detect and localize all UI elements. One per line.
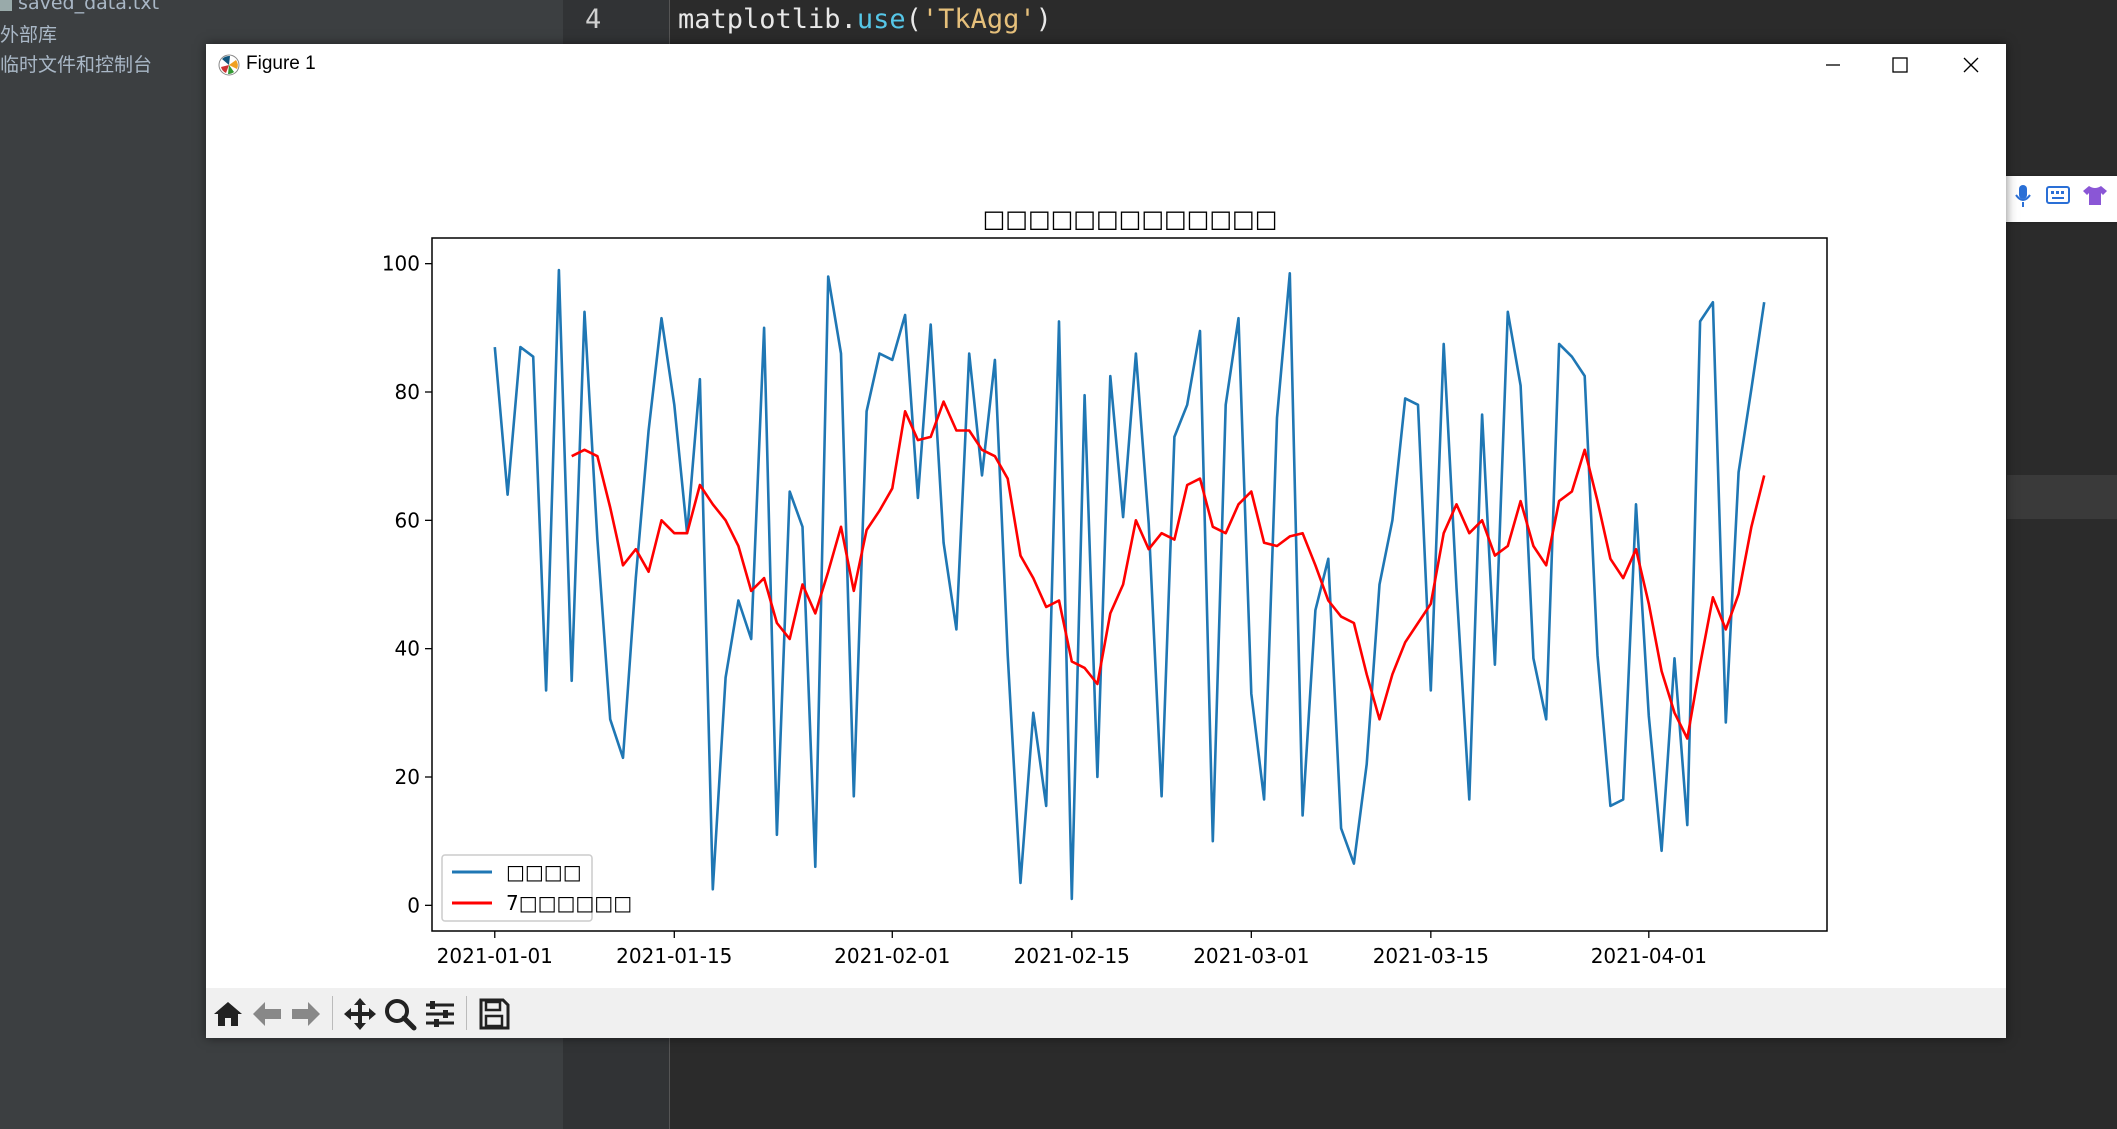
code-line[interactable]: matplotlib.use('TkAgg'): [678, 4, 1052, 35]
y-tick-label: 100: [382, 252, 420, 276]
tree-item-label: 外部库: [0, 24, 58, 46]
code-dot: .: [840, 4, 857, 35]
legend-label-rolling: 7□□□□□□: [506, 891, 632, 915]
text-file-icon: [0, 0, 12, 11]
figure-window: Figure 1 □□□□□□□□□□□□□ 0 20 40 60 80 100 2021…: [206, 44, 2006, 1038]
x-tick-label: 2021-02-15: [1014, 944, 1130, 968]
plot-axes-frame: [431, 237, 1828, 932]
x-tick-label: 2021-04-01: [1591, 944, 1707, 968]
x-axis: 2021-01-01 2021-01-15 2021-02-01 2021-02-15…: [437, 931, 1707, 968]
tree-item-scratches-consoles[interactable]: 临时文件和控制台: [0, 50, 152, 77]
series-group: [493, 268, 1766, 901]
close-icon: [1963, 57, 1979, 73]
pan-move-icon: [344, 998, 376, 1030]
code-paren-open: (: [905, 4, 922, 35]
keyboard-icon[interactable]: [2046, 184, 2070, 212]
x-tick-label: 2021-01-01: [437, 944, 553, 968]
file-label: saved_data.txt: [18, 0, 160, 14]
minimize-button[interactable]: [1800, 44, 1864, 86]
maximize-icon: [1892, 57, 1908, 73]
x-tick-label: 2021-03-01: [1193, 944, 1309, 968]
forward-button[interactable]: [288, 996, 324, 1032]
mic-icon[interactable]: [2014, 184, 2032, 214]
tree-item-external-libraries[interactable]: 外部库: [0, 20, 57, 47]
back-button[interactable]: [249, 996, 285, 1032]
configure-subplots-icon: [426, 1001, 454, 1027]
maximize-button[interactable]: [1868, 44, 1932, 86]
home-icon: [214, 1002, 242, 1026]
pan-button[interactable]: [342, 996, 378, 1032]
close-button[interactable]: [1938, 44, 2002, 86]
x-tick-label: 2021-03-15: [1373, 944, 1489, 968]
y-tick-label: 80: [395, 380, 420, 404]
file-item-saved-data[interactable]: saved_data.txt: [0, 0, 159, 14]
code-function: use: [856, 4, 906, 35]
x-tick-label: 2021-02-01: [834, 944, 950, 968]
zoom-button[interactable]: [382, 996, 418, 1032]
save-button[interactable]: [476, 996, 512, 1032]
tree-item-label: 临时文件和控制台: [0, 54, 153, 76]
toolbar-separator: [332, 996, 333, 1030]
y-tick-label: 40: [395, 637, 420, 661]
minimize-icon: [1826, 64, 1840, 66]
window-titlebar[interactable]: Figure 1: [206, 44, 2006, 86]
code-object: matplotlib: [678, 4, 841, 35]
shirt-icon[interactable]: [2082, 184, 2108, 212]
x-tick-label: 2021-01-15: [616, 944, 732, 968]
chart-title: □□□□□□□□□□□□□: [983, 205, 1278, 233]
series-line-rolling-mean: [571, 400, 1766, 740]
configure-subplots-button[interactable]: [422, 996, 458, 1032]
navigation-toolbar: [206, 988, 2006, 1038]
legend-label-daily: □□□□: [506, 860, 582, 884]
y-tick-label: 0: [407, 893, 420, 917]
y-tick-label: 60: [395, 508, 420, 532]
y-axis: 0 20 40 60 80 100: [382, 252, 432, 917]
toolbar-separator: [466, 996, 467, 1030]
line-number: 4: [585, 4, 602, 35]
zoom-magnifier-icon: [385, 999, 417, 1031]
legend: □□□□ 7□□□□□□: [441, 854, 632, 922]
code-paren-close: ): [1035, 4, 1052, 35]
caret-line-highlight: [2007, 475, 2117, 519]
code-string: 'TkAgg': [921, 4, 1036, 35]
back-arrow-icon: [253, 1002, 281, 1026]
home-button[interactable]: [210, 996, 246, 1032]
save-floppy-icon: [479, 998, 510, 1030]
forward-arrow-icon: [292, 1002, 320, 1026]
y-tick-label: 20: [395, 765, 420, 789]
matplotlib-app-icon: [218, 54, 240, 76]
window-title: Figure 1: [246, 53, 316, 74]
